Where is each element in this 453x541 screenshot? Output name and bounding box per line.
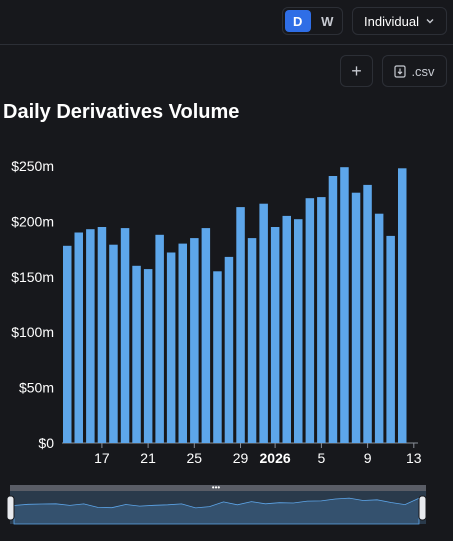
y-tick-label: $150m — [11, 269, 54, 285]
bars — [63, 167, 407, 444]
download-csv-button[interactable]: .csv — [382, 55, 447, 87]
slider-right-handle[interactable] — [418, 495, 427, 521]
bar-dec-31[interactable] — [259, 203, 268, 443]
bar-dec-29[interactable] — [236, 207, 245, 443]
bar-jan-3[interactable] — [294, 219, 303, 443]
range-slider[interactable]: ••• — [6, 483, 427, 525]
download-icon — [394, 64, 407, 78]
slider-left-handle[interactable] — [6, 495, 15, 521]
bar-dec-19[interactable] — [120, 228, 130, 443]
bar-jan-7[interactable] — [340, 167, 349, 443]
daily-toggle-button[interactable]: D — [285, 10, 311, 32]
x-tick-label: 5 — [318, 450, 326, 466]
add-button[interactable]: + — [340, 55, 373, 87]
x-tick-label: 13 — [406, 450, 422, 466]
csv-label: .csv — [411, 63, 435, 79]
y-axis-ticks: $0 $50m $100m $150m $200m $250m — [11, 158, 54, 451]
bar-jan-9[interactable] — [363, 184, 372, 443]
x-tick-label: 17 — [94, 450, 110, 466]
bar-dec-28[interactable] — [224, 256, 234, 443]
y-tick-label: $250m — [11, 158, 54, 174]
bar-jan-12[interactable] — [398, 168, 407, 444]
x-tick-label: 21 — [140, 450, 156, 466]
bar-jan-1[interactable] — [270, 227, 280, 443]
plus-icon: + — [351, 60, 362, 81]
x-tick-label: 9 — [364, 450, 372, 466]
header-divider — [0, 44, 453, 45]
bar-dec-14[interactable] — [63, 245, 72, 443]
x-tick-label: 29 — [233, 450, 249, 466]
slider-preview-area — [13, 497, 420, 525]
bar-dec-30[interactable] — [247, 238, 257, 443]
y-tick-label: $0 — [38, 435, 54, 451]
bar-dec-25[interactable] — [190, 238, 199, 443]
bar-dec-26[interactable] — [201, 228, 211, 443]
bar-dec-15[interactable] — [74, 232, 84, 444]
chevron-down-icon — [426, 19, 434, 24]
bar-jan-11[interactable] — [386, 235, 395, 443]
bar-jan-8[interactable] — [351, 192, 361, 443]
bar-dec-24[interactable] — [178, 243, 188, 443]
breakdown-dropdown-value: Individual — [364, 13, 419, 29]
interval-toggle: D W — [282, 7, 343, 35]
bar-jan-6[interactable] — [328, 176, 338, 443]
bar-dec-18[interactable] — [109, 244, 118, 443]
y-tick-label: $200m — [11, 214, 54, 230]
bar-dec-27[interactable] — [213, 271, 222, 443]
x-axis-ticks: 17 21 25 29 2026 5 9 13 — [94, 443, 422, 466]
chart-title: Daily Derivatives Volume — [3, 101, 240, 123]
slider-track-top — [10, 485, 426, 491]
bar-dec-22[interactable] — [155, 234, 164, 443]
slider-grip-icon: ••• — [212, 483, 221, 492]
x-tick-label: 25 — [187, 450, 203, 466]
bar-dec-23[interactable] — [166, 252, 176, 444]
y-tick-label: $100m — [11, 324, 54, 340]
bar-dec-20[interactable] — [132, 265, 141, 443]
bar-dec-16[interactable] — [86, 229, 95, 443]
x-tick-label: 2026 — [260, 450, 291, 466]
bar-jan-5[interactable] — [317, 197, 326, 443]
bar-dec-21[interactable] — [143, 269, 153, 443]
bar-jan-4[interactable] — [305, 198, 315, 443]
y-tick-label: $50m — [19, 380, 54, 396]
bar-dec-17[interactable] — [97, 227, 107, 443]
weekly-toggle-button[interactable]: W — [321, 13, 334, 29]
breakdown-dropdown[interactable]: Individual — [352, 7, 447, 35]
bar-jan-10[interactable] — [374, 213, 384, 443]
bar-jan-2[interactable] — [282, 215, 292, 443]
